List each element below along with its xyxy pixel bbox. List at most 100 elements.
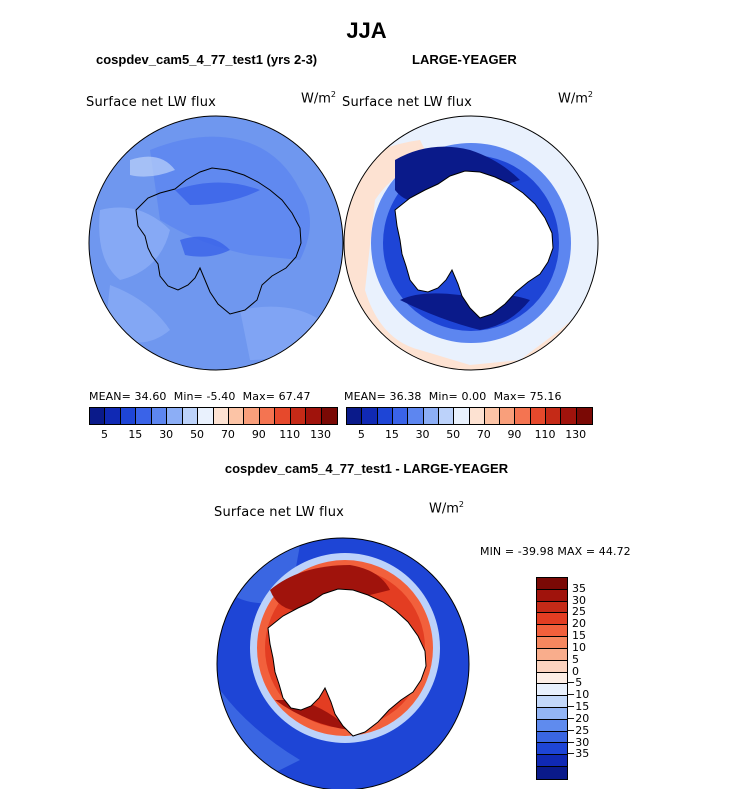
diff-minmax: MIN = -39.98 MAX = 44.72: [480, 545, 631, 558]
colorbar-swatch: [537, 731, 567, 744]
colorbar-swatch: [537, 743, 567, 756]
antarctica-coast-diff: [267, 588, 427, 737]
colorbar-label: 110: [279, 428, 301, 441]
colorbar-swatch: [213, 408, 229, 424]
colorbar-label: −35: [566, 747, 590, 761]
colorbar-label: 30: [159, 428, 174, 441]
panel-left-variable: Surface net LW flux: [86, 95, 217, 110]
colorbar-right: [346, 407, 593, 425]
colorbar-label: 5: [357, 428, 365, 441]
colorbar-label: −20: [566, 711, 590, 725]
colorbar-label: −15: [566, 700, 590, 714]
colorbar-left: [89, 407, 338, 425]
colorbar-left-labels: 5 15 30 50 70 90 110 130: [89, 428, 336, 442]
colorbar-label: 25: [572, 605, 586, 619]
colorbar-label: 15: [128, 428, 143, 441]
colorbar-swatch: [347, 408, 363, 424]
main-title: JJA: [346, 18, 387, 43]
colorbar-swatch: [537, 637, 567, 649]
colorbar-label: 5: [572, 652, 579, 666]
colorbar-swatch: [275, 408, 291, 424]
colorbar-swatch: [484, 408, 501, 424]
colorbar-swatch: [537, 648, 567, 661]
colorbar-label: 30: [572, 593, 586, 607]
colorbar-swatch: [469, 408, 485, 424]
colorbar-swatch: [90, 408, 106, 424]
colorbar-swatch: [454, 408, 470, 424]
colorbar-swatch: [537, 601, 567, 614]
colorbar-label: 70: [476, 428, 491, 441]
colorbar-label: 90: [251, 428, 266, 441]
panel-left-units: W/m2: [301, 90, 336, 107]
panel-left-stats: MEAN= 34.60 Min= -5.40 Max= 67.47: [89, 390, 311, 403]
panel-right-stats: MEAN= 36.38 Min= 0.00 Max= 75.16: [344, 390, 562, 403]
colorbar-swatch: [561, 408, 577, 424]
colorbar-diff: [536, 577, 568, 780]
diff-variable: Surface net LW flux: [214, 505, 345, 520]
colorbar-swatch: [408, 408, 424, 424]
colorbar-swatch: [537, 684, 567, 697]
colorbar-label: 130: [565, 428, 587, 441]
colorbar-label: 5: [100, 428, 108, 441]
colorbar-swatch: [259, 408, 276, 424]
colorbar-swatch: [377, 408, 393, 424]
colorbar-swatch: [392, 408, 409, 424]
colorbar-swatch: [530, 408, 547, 424]
colorbar-swatch: [537, 672, 567, 685]
panel-left-title: cospdev_cam5_4_77_test1 (yrs 2-3): [96, 52, 318, 67]
colorbar-label: 50: [446, 428, 461, 441]
colorbar-label: −25: [566, 723, 590, 737]
colorbar-swatch: [537, 696, 567, 708]
colorbar-label: 0: [572, 664, 579, 678]
colorbar-swatch: [151, 408, 168, 424]
colorbar-label: 10: [572, 640, 586, 654]
colorbar-label: 15: [572, 629, 586, 643]
panel-right-variable: Surface net LW flux: [342, 95, 473, 110]
colorbar-swatch: [537, 589, 567, 602]
diff-units: W/m2: [429, 500, 464, 517]
colorbar-swatch: [105, 408, 121, 424]
colorbar-swatch: [537, 767, 567, 779]
diff-title: cospdev_cam5_4_77_test1 - LARGE-YEAGER: [224, 461, 509, 476]
colorbar-swatch: [290, 408, 307, 424]
colorbar-swatch: [228, 408, 245, 424]
colorbar-label: 50: [190, 428, 205, 441]
colorbar-label: 130: [310, 428, 332, 441]
colorbar-label: −10: [566, 688, 590, 702]
colorbar-label: 20: [572, 617, 586, 631]
colorbar-swatch: [362, 408, 378, 424]
panel-right-units: W/m2: [558, 90, 593, 107]
colorbar-label: 15: [384, 428, 399, 441]
colorbar-swatch: [321, 408, 337, 424]
colorbar-diff-labels: 35 30 25 20 15 10 5 0 −5 −10 −15 −20 −25 −30 −35: [566, 577, 622, 778]
colorbar-label: 110: [534, 428, 556, 441]
map-left: [89, 116, 343, 370]
colorbar-label: 70: [220, 428, 235, 441]
colorbar-swatch: [546, 408, 562, 424]
colorbar-swatch: [167, 408, 183, 424]
colorbar-swatch: [198, 408, 214, 424]
colorbar-label: −30: [566, 735, 590, 749]
colorbar-swatch: [120, 408, 137, 424]
antarctica-coast-left: [135, 167, 302, 315]
colorbar-swatch: [537, 707, 567, 720]
colorbar-swatch: [537, 719, 567, 732]
colorbar-swatch: [423, 408, 439, 424]
colorbar-swatch: [136, 408, 152, 424]
colorbar-label: 90: [507, 428, 522, 441]
panel-right-title: LARGE-YEAGER: [412, 52, 517, 67]
colorbar-label: 35: [572, 581, 586, 595]
colorbar-swatch: [515, 408, 531, 424]
colorbar-swatch: [244, 408, 260, 424]
colorbar-swatch: [537, 660, 567, 673]
colorbar-label: −5: [566, 676, 583, 690]
colorbar-swatch: [438, 408, 455, 424]
colorbar-label: 30: [415, 428, 430, 441]
colorbar-swatch: [537, 625, 567, 638]
colorbar-swatch: [306, 408, 322, 424]
colorbar-right-labels: 5 15 30 50 70 90 110 130: [346, 428, 591, 442]
antarctica-coast-right: [394, 170, 554, 319]
colorbar-swatch: [500, 408, 516, 424]
colorbar-swatch: [537, 755, 567, 767]
